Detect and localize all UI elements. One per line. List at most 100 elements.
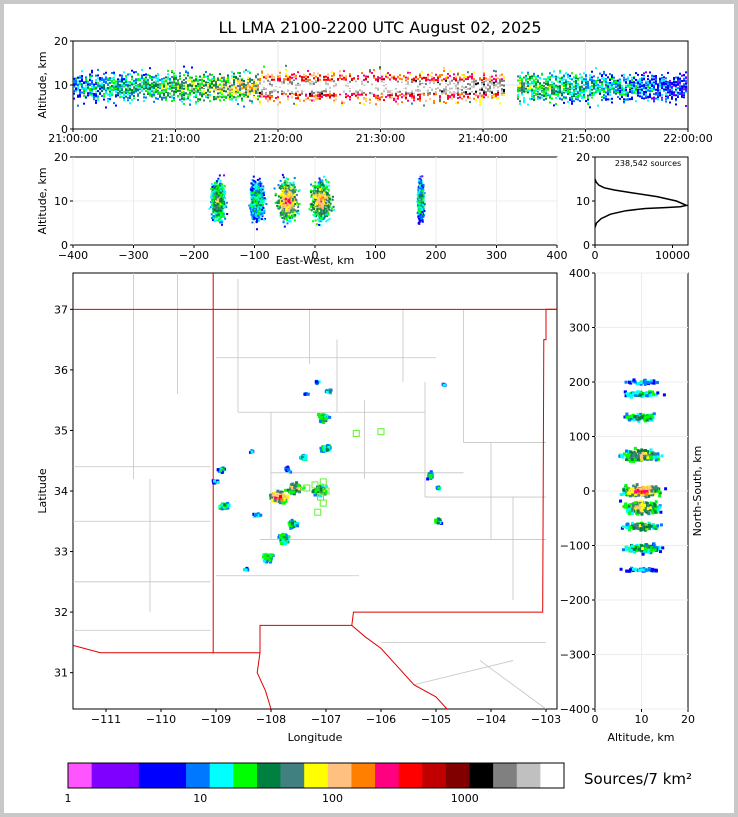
time-height-source <box>137 92 139 95</box>
ew-source <box>218 212 221 215</box>
time-height-source <box>115 85 117 88</box>
time-height-source <box>89 79 91 82</box>
time-height-source <box>339 88 341 91</box>
time-height-source <box>483 74 485 77</box>
time-height-source <box>221 90 223 93</box>
time-height-source <box>409 80 411 83</box>
time-height-source <box>163 85 165 88</box>
time-height-source <box>559 80 561 83</box>
time-height-source <box>361 82 363 85</box>
time-height-source <box>373 88 375 91</box>
time-height-source <box>391 83 393 86</box>
time-height-source <box>127 85 129 88</box>
time-height-source <box>249 80 251 83</box>
time-height-source <box>643 72 645 75</box>
time-height-source <box>675 94 677 97</box>
time-height-source <box>151 90 153 93</box>
time-height-source <box>257 88 259 91</box>
time-height-source <box>585 74 587 77</box>
time-height-source <box>631 91 633 94</box>
time-height-source <box>675 81 677 84</box>
time-height-source <box>449 96 451 99</box>
time-height-source <box>289 76 291 79</box>
time-height-source <box>99 85 101 88</box>
time-height-source <box>369 69 371 72</box>
time-height-source <box>601 75 603 78</box>
time-height-source <box>203 75 205 78</box>
time-height-source <box>227 75 229 78</box>
time-height-source <box>615 89 617 92</box>
time-height-source <box>633 89 635 92</box>
time-height-source <box>531 97 533 100</box>
time-height-source <box>457 73 459 76</box>
time-height-source <box>411 89 413 92</box>
time-height-source <box>97 90 99 93</box>
time-height-source <box>527 89 529 92</box>
time-height-source <box>611 87 613 90</box>
time-height-source <box>357 85 359 88</box>
time-height-source <box>127 99 129 102</box>
time-height-source <box>313 81 315 84</box>
time-height-source <box>259 79 261 82</box>
time-height-source <box>141 86 143 89</box>
time-height-source <box>447 94 449 97</box>
time-height-source <box>495 93 497 96</box>
time-height-source <box>287 82 289 85</box>
time-height-source <box>133 90 135 93</box>
time-height-source <box>289 83 291 86</box>
ew-source <box>210 205 213 208</box>
time-height-source <box>619 78 621 81</box>
time-height-source <box>527 83 529 86</box>
time-height-source <box>237 81 239 84</box>
time-height-source <box>185 92 187 95</box>
time-height-source <box>79 80 81 83</box>
time-height-source <box>283 90 285 93</box>
time-height-source <box>531 80 533 83</box>
ew-source <box>216 212 219 215</box>
time-height-source <box>295 97 297 100</box>
time-height-source <box>611 76 613 79</box>
time-height-source <box>333 90 335 93</box>
time-height-source <box>609 78 611 81</box>
time-height-source <box>531 94 533 97</box>
time-height-source <box>443 82 445 85</box>
time-height-source <box>345 93 347 96</box>
time-height-source <box>201 93 203 96</box>
time-height-source <box>559 97 561 100</box>
time-height-source <box>255 88 257 91</box>
time-height-source <box>283 81 285 84</box>
time-height-source <box>573 91 575 94</box>
time-height-source <box>323 84 325 87</box>
time-height-source <box>309 86 311 89</box>
time-height-source <box>279 101 281 104</box>
time-height-source <box>193 88 195 91</box>
time-height-source <box>225 95 227 98</box>
time-height-source <box>625 94 627 97</box>
time-height-source <box>145 81 147 84</box>
time-height-source <box>641 82 643 85</box>
time-height-source <box>479 92 481 95</box>
time-height-source <box>607 82 609 85</box>
time-height-source <box>503 89 505 92</box>
time-height-source <box>655 82 657 85</box>
time-height-source <box>169 81 171 84</box>
time-height-source <box>659 91 661 94</box>
time-height-source <box>325 75 327 78</box>
time-height-source <box>649 86 651 89</box>
time-height-source <box>497 85 499 88</box>
time-height-source <box>679 77 681 80</box>
time-height-source <box>273 87 275 90</box>
time-height-source <box>217 97 219 100</box>
time-height-source <box>219 79 221 82</box>
time-height-source <box>411 102 413 105</box>
time-height-sources <box>73 41 688 129</box>
time-height-source <box>309 73 311 76</box>
time-height-source <box>249 86 251 89</box>
time-height-source <box>459 86 461 89</box>
time-height-source <box>237 71 239 74</box>
time-height-source <box>365 93 367 96</box>
time-height-source <box>223 86 225 89</box>
time-height-source <box>341 88 343 91</box>
time-height-source <box>553 88 555 91</box>
time-height-source <box>279 74 281 77</box>
